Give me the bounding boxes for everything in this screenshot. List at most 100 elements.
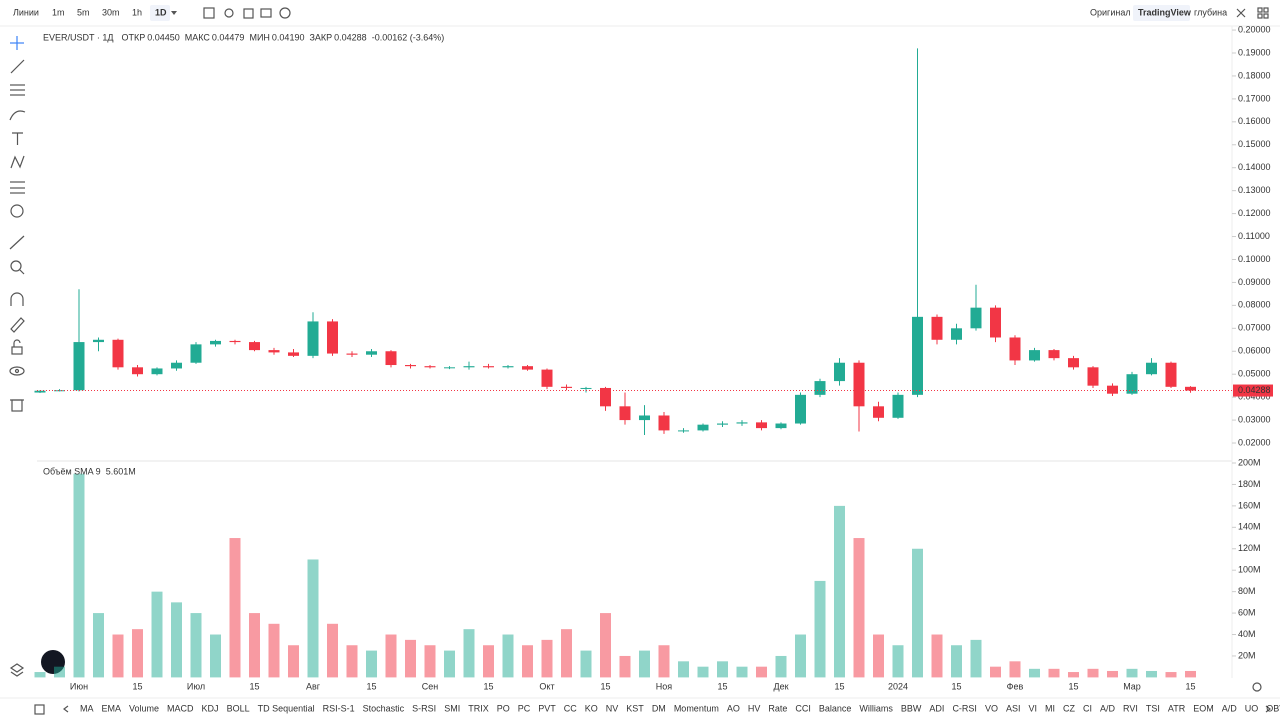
view-button[interactable]: глубина (1194, 7, 1227, 17)
fib-tool[interactable] (10, 84, 25, 96)
indicator-button[interactable]: A/D (1100, 703, 1116, 713)
indicator-button[interactable]: PC (518, 703, 531, 713)
ruler-tool[interactable] (9, 235, 25, 250)
indicator-button[interactable]: EOM (1193, 703, 1214, 713)
pattern-tool[interactable] (10, 155, 25, 169)
zoom-tool[interactable] (10, 260, 25, 275)
indicator-button[interactable]: MI (1045, 703, 1055, 713)
trend-line-tool[interactable] (10, 59, 25, 74)
indicator-button[interactable]: RSI-S-1 (323, 703, 355, 713)
crosshair-tool[interactable] (10, 36, 24, 50)
indicator-button[interactable]: CI (1083, 703, 1092, 713)
settings-button[interactable] (1252, 682, 1262, 692)
indicator-button[interactable]: MACD (167, 703, 194, 713)
volume-bar (1107, 670, 1118, 678)
view-button[interactable]: TradingView (1138, 7, 1192, 17)
indicator-button[interactable]: ADI (929, 703, 944, 713)
lock-tool[interactable] (11, 339, 23, 355)
indicator-button[interactable]: UO (1245, 703, 1259, 713)
candle-body (112, 339, 124, 368)
indicator-button[interactable]: TRIX (468, 703, 489, 713)
indicator-button[interactable]: C-RSI (952, 703, 977, 713)
ohlc-label: МАКС (185, 32, 211, 42)
time-tick-label: Июл (187, 681, 205, 691)
candle-body (1107, 385, 1118, 394)
volume-bar (1185, 670, 1196, 678)
indicator-button[interactable]: TD Sequential (258, 703, 315, 713)
indicator-button[interactable]: Volume (129, 703, 159, 713)
volume-bar (34, 672, 46, 678)
indicator-button[interactable]: EMA (102, 703, 122, 713)
lock-draw-tool[interactable] (10, 317, 25, 333)
indicator-button[interactable]: S-RSI (412, 703, 436, 713)
text-tool[interactable] (12, 132, 23, 145)
interval-button[interactable]: 1m (52, 7, 65, 17)
candle-body (970, 307, 982, 329)
indicator-button[interactable]: NV (606, 703, 619, 713)
candle-body (385, 351, 397, 366)
indicator-button[interactable]: PVT (538, 703, 556, 713)
candle-body (73, 342, 85, 391)
layers-tool[interactable] (9, 663, 25, 677)
indicator-button[interactable]: A/D (1222, 703, 1238, 713)
time-tick-label: Мар (1123, 681, 1141, 691)
indicator-button[interactable]: TSI (1146, 703, 1160, 713)
interval-dropdown[interactable] (171, 11, 177, 15)
indicator-button[interactable]: MA (80, 703, 94, 713)
indicator-button[interactable]: Balance (819, 703, 852, 713)
magnet-tool[interactable] (10, 292, 24, 306)
scroll-right[interactable] (1265, 705, 1271, 713)
brush-tool[interactable] (9, 110, 26, 121)
volume-bar (697, 666, 709, 678)
indicator-button[interactable]: BBW (901, 703, 922, 713)
interval-button[interactable]: 30m (102, 7, 120, 17)
top-icons[interactable] (203, 7, 1269, 19)
indicator-button[interactable]: Williams (859, 703, 893, 713)
indicator-button[interactable]: KST (626, 703, 644, 713)
interval-button[interactable]: 5m (77, 7, 90, 17)
indicator-button[interactable]: PO (497, 703, 510, 713)
indicator-button[interactable]: KO (585, 703, 598, 713)
candle-body (34, 390, 46, 393)
emoji-tool[interactable] (10, 204, 24, 218)
indicator-button[interactable]: CC (564, 703, 577, 713)
indicator-button[interactable]: HV (748, 703, 761, 713)
indicator-button[interactable]: SMI (444, 703, 460, 713)
indicator-button[interactable]: BOLL (227, 703, 250, 713)
prediction-tool[interactable] (10, 181, 25, 194)
time-tick-label: 15 (717, 681, 727, 691)
candle-body (1029, 350, 1040, 361)
indicator-button[interactable]: ATR (1168, 703, 1186, 713)
volume-bar (502, 634, 514, 678)
time-tick-label: Авг (306, 681, 321, 691)
visibility-tool[interactable] (9, 366, 25, 376)
indicator-button[interactable]: ASI (1006, 703, 1021, 713)
candle-body (229, 340, 241, 343)
indicator-button[interactable]: Stochastic (363, 703, 405, 713)
time-tick-label: Окт (539, 681, 554, 691)
line-mode[interactable]: Линии (13, 7, 39, 17)
price-tick-label: 0.14000 (1238, 162, 1271, 172)
indicator-button[interactable]: RVI (1123, 703, 1138, 713)
indicator-button[interactable]: CCI (795, 703, 811, 713)
indicator-button[interactable]: DM (652, 703, 666, 713)
indicator-button[interactable]: AO (727, 703, 740, 713)
indicator-button[interactable]: CZ (1063, 703, 1075, 713)
scroll-left[interactable] (63, 705, 69, 713)
indicator-button[interactable]: OBV (1266, 703, 1280, 713)
indicator-button[interactable]: Rate (768, 703, 787, 713)
calendar-button[interactable] (34, 704, 45, 715)
indicator-button[interactable]: VI (1028, 703, 1037, 713)
interval-button[interactable]: 1D (155, 7, 167, 17)
interval-button[interactable]: 1h (132, 7, 142, 17)
volume-tick-label: 140M (1238, 522, 1261, 532)
indicator-button[interactable]: KDJ (202, 703, 219, 713)
view-button[interactable]: Оригинал (1090, 7, 1131, 17)
time-tick-label: 15 (951, 681, 961, 691)
indicator-button[interactable]: VO (985, 703, 998, 713)
volume-bar (795, 634, 806, 678)
indicator-button[interactable]: Momentum (674, 703, 719, 713)
volume-bar (405, 639, 416, 678)
delete-tool[interactable] (10, 399, 24, 412)
